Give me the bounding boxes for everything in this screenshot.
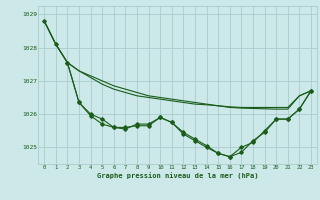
X-axis label: Graphe pression niveau de la mer (hPa): Graphe pression niveau de la mer (hPa) (97, 172, 258, 179)
